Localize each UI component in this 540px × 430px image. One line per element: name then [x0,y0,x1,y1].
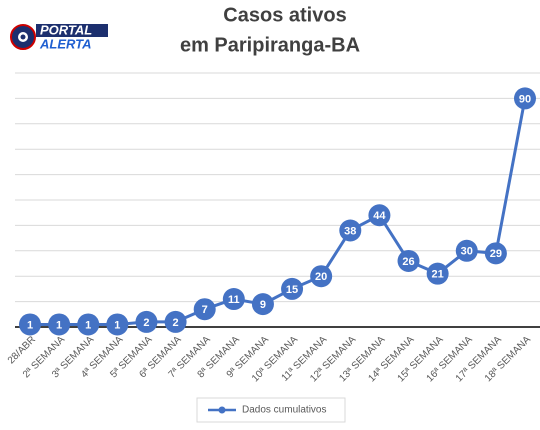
logo-icon-pupil [20,34,26,40]
marker [455,239,478,262]
line [30,98,527,326]
data-label: 2 [143,317,149,329]
marker [281,277,304,300]
marker [193,298,216,321]
marker [222,288,245,311]
data-label: 1 [85,319,91,331]
data-label: 26 [402,256,414,268]
logo-text: PORTAL [40,22,92,37]
marker [368,204,391,227]
marker [426,262,449,285]
data-label: 7 [202,304,208,316]
marker [310,265,333,288]
marker [164,310,187,333]
chart-title: em Paripiranga-BA [180,34,360,56]
data-label: 1 [56,319,62,331]
data-label: 1 [114,319,120,331]
chart-title: Casos ativos [223,4,346,26]
legend-box [196,397,346,423]
data-label: 21 [432,269,444,281]
legend-swatch-marker [218,406,226,414]
marker [484,242,507,265]
data-label: 29 [490,248,502,260]
data-label: 15 [286,284,298,296]
data-label: 44 [373,210,386,222]
legend-label: Dados cumulativos [242,405,326,416]
data-label: 1 [27,319,33,331]
marker [339,219,362,242]
data-label: 20 [315,271,327,283]
data-label: 9 [260,299,266,311]
data-label: 2 [173,317,179,329]
marker [397,249,420,272]
marker [106,313,129,336]
data-label: 30 [461,246,473,258]
marker [514,87,536,110]
logo: PORTAL ALERTA [10,22,108,51]
marker [48,313,71,336]
data-label: 11 [228,294,240,306]
data-label: 90 [519,93,531,105]
logo-band [36,24,108,37]
data-label: 38 [344,225,356,237]
marker [77,313,100,336]
logo-text: ALERTA [39,36,92,51]
marker [19,313,41,336]
marker [135,310,158,333]
marker [251,293,274,316]
